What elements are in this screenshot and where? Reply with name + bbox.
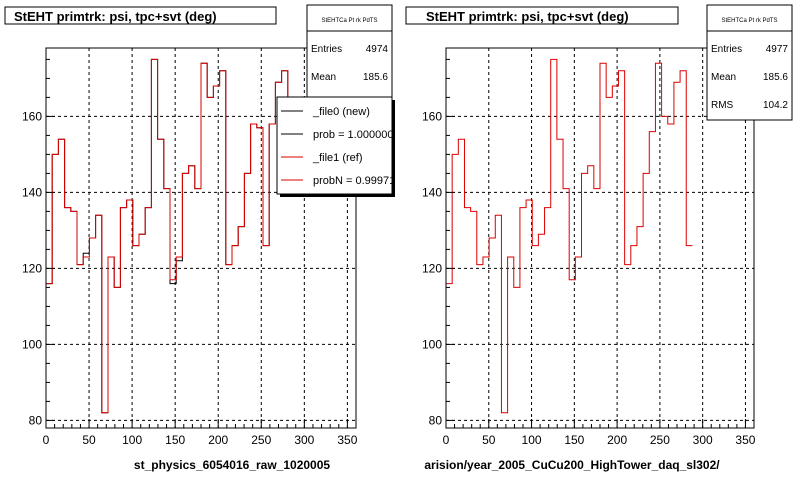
legend-label: _file0 (new) [312,106,370,118]
stats-title: StEHTCa Pt rk PdTS [321,18,377,24]
y-tick-label: 120 [22,261,42,275]
x-axis-label: st_physics_6054016_raw_1020005 [134,458,330,472]
x-tick-label: 100 [522,433,542,447]
right-histogram-panel: 0 50 100 150 200 250 300 350 80 100 120 140 160 StEHT… [405,4,793,472]
x-tick-label: 350 [337,433,357,447]
legend-label: probN = 0.99971 [313,175,395,187]
chart-title: StEHT primtrk: psi, tpc+svt (deg) [426,9,629,24]
legend-entries: _file0 (new) prob = 1.000000 _file1 (ref) p… [281,106,395,187]
y-tick-label: 80 [29,413,43,427]
stats-box [306,4,393,114]
legend-label: _file1 (ref) [312,152,363,164]
stats-label: Mean [311,72,336,83]
x-tick-label: 50 [82,433,96,447]
x-tick-label: 250 [251,433,271,447]
stats-label: Entries [711,44,742,55]
title-box [4,6,277,25]
stats-value: 185.6 [363,72,388,83]
stats-label: Entries [311,44,342,55]
stats-value: 4977 [766,44,789,55]
x-tick-label: 150 [165,433,185,447]
stats-value: 4974 [366,44,389,55]
stats-title: StEHTCa Pt rk PdTS [721,18,777,24]
histogram-series-2 [46,58,294,414]
legend-frame [276,96,393,195]
x-tick-label: 200 [208,433,228,447]
legend-box: _file0 (new) prob = 1.000000 _file1 (ref) p… [276,96,395,197]
x-tick-label: 150 [564,433,584,447]
y-tick-label: 100 [422,337,442,351]
stats-label: Mean [711,72,736,83]
stats-value: 185.6 [763,72,788,83]
left-histogram-panel: 0 50 100 150 200 250 300 350 80 100 120 140 160 StEHT… [4,4,395,472]
stats-label: RMS [711,100,734,111]
legend-label: prob = 1.000000 [313,129,393,141]
y-tick-label: 140 [22,185,42,199]
x-tick-label: 50 [482,433,496,447]
y-tick-label: 100 [22,337,42,351]
chart-title: StEHT primtrk: psi, tpc+svt (deg) [14,9,217,24]
x-tick-label: 100 [122,433,142,447]
x-tick-label: 250 [650,433,670,447]
y-tick-label: 120 [422,261,442,275]
x-axis-label: arision/year_2005_CuCu200_HighTower_daq_… [424,458,720,472]
y-tick-label: 160 [22,109,42,123]
title-box [405,6,679,25]
x-tick-label: 0 [443,433,450,447]
stats-value: 104.2 [763,100,788,111]
x-tick-label: 350 [735,433,755,447]
y-tick-label: 160 [422,109,442,123]
histogram-series-1 [446,58,693,414]
stats-box [706,4,793,121]
x-tick-label: 200 [607,433,627,447]
y-tick-label: 140 [422,185,442,199]
x-tick-label: 300 [294,433,314,447]
y-tick-label: 80 [429,413,443,427]
x-tick-label: 0 [43,433,50,447]
x-tick-label: 300 [693,433,713,447]
